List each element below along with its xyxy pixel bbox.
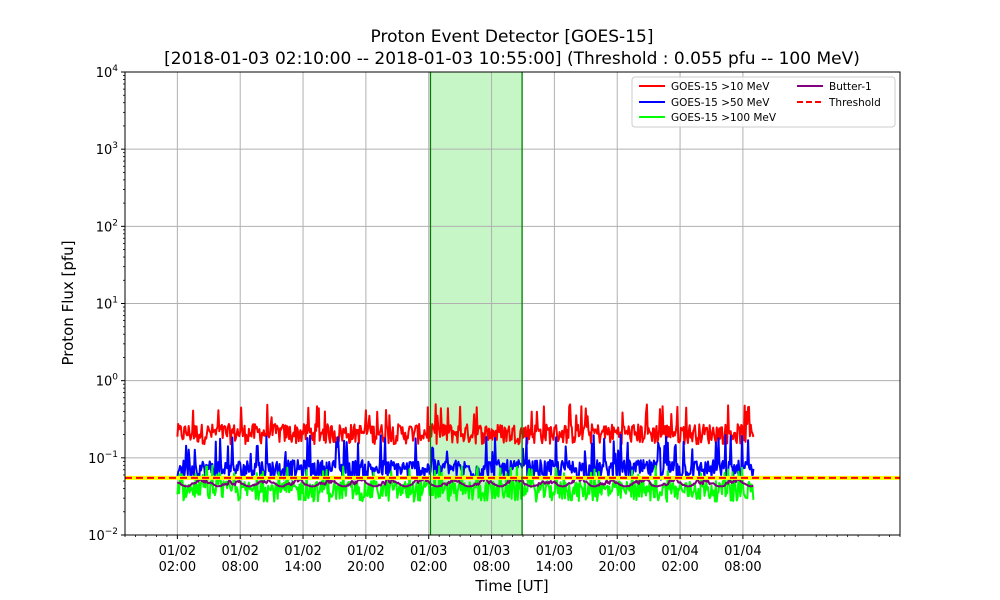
- x-tick-label: 01/02 02:00: [159, 544, 196, 575]
- series-layer: [176, 403, 755, 503]
- x-tick-label: 01/02 20:00: [347, 544, 384, 575]
- x-tick-label-line: 01/03: [598, 544, 635, 559]
- x-tick-label-line: 01/02: [284, 544, 321, 559]
- y-tick-label: 10−2: [88, 527, 118, 544]
- x-tick-label-line: 01/03: [536, 544, 573, 559]
- y-tick-label: 101: [96, 296, 118, 313]
- x-tick-label-line: 08:00: [221, 560, 258, 575]
- x-tick-label: 01/03 08:00: [473, 544, 510, 575]
- legend-label: Threshold: [828, 97, 881, 109]
- threshold-layer: [125, 72, 900, 535]
- y-tick-label: 103: [96, 141, 118, 158]
- y-tick-base: 10: [88, 529, 105, 544]
- x-tick-label-line: 02:00: [159, 560, 196, 575]
- series-line: [176, 403, 755, 446]
- x-tick-label-line: 01/03: [473, 544, 510, 559]
- legend-label: Butter-1: [829, 81, 872, 93]
- y-tick-base: 10: [96, 375, 113, 390]
- x-tick-label: 01/04 02:00: [661, 544, 698, 575]
- x-tick-label-line: 01/03: [410, 544, 447, 559]
- x-tick-label: 01/03 02:00: [410, 544, 447, 575]
- series-line: [176, 433, 755, 481]
- y-tick-base: 10: [96, 220, 113, 235]
- y-tick-label: 100: [96, 373, 119, 390]
- x-tick-label: 01/03 14:00: [536, 544, 573, 575]
- x-tick-label-line: 20:00: [347, 560, 384, 575]
- chart-title: Proton Event Detector [GOES-15]: [371, 27, 654, 47]
- x-tick-label: 01/03 20:00: [598, 544, 635, 575]
- x-tick-label-line: 01/02: [159, 544, 196, 559]
- y-tick-exponent: −1: [105, 450, 118, 460]
- legend-label: GOES-15 >100 MeV: [671, 112, 777, 124]
- x-tick-label-line: 01/04: [724, 544, 761, 559]
- x-tick-label: 01/02 08:00: [221, 544, 258, 575]
- x-tick-label-line: 02:00: [661, 560, 698, 575]
- legend: GOES-15 >10 MeV GOES-15 >50 MeV GOES-15 >1…: [631, 76, 896, 128]
- y-tick-base: 10: [96, 143, 113, 158]
- x-tick-label: 01/02 14:00: [284, 544, 321, 575]
- series-line: [176, 476, 754, 488]
- x-tick-label-line: 01/02: [221, 544, 258, 559]
- y-tick-exponent: 1: [112, 296, 118, 306]
- x-tick-label-line: 08:00: [724, 560, 761, 575]
- x-tick-label-line: 01/04: [661, 544, 698, 559]
- x-tick-label-line: 20:00: [598, 560, 635, 575]
- y-tick-label: 104: [96, 64, 119, 81]
- y-tick-base: 10: [96, 66, 113, 81]
- x-tick-label-line: 14:00: [536, 560, 573, 575]
- legend-box: [631, 76, 896, 128]
- y-tick-label: 102: [96, 218, 118, 235]
- x-tick-label-line: 14:00: [284, 560, 321, 575]
- y-tick-exponent: 0: [112, 373, 118, 383]
- chart-subtitle: [2018-01-03 02:10:00 -- 2018-01-03 10:55…: [164, 49, 860, 69]
- y-tick-base: 10: [88, 452, 105, 467]
- y-tick-exponent: 3: [112, 141, 118, 151]
- legend-label: GOES-15 >50 MeV: [671, 97, 770, 109]
- x-tick-label-line: 08:00: [473, 560, 510, 575]
- y-tick-base: 10: [96, 298, 113, 313]
- legend-label: GOES-15 >10 MeV: [671, 81, 770, 93]
- y-tick-exponent: −2: [105, 527, 118, 537]
- x-tick-label: 01/04 08:00: [724, 544, 761, 575]
- y-tick-exponent: 4: [112, 64, 118, 74]
- series-line: [176, 464, 755, 503]
- x-tick-label-line: 02:00: [410, 560, 447, 575]
- x-tick-label-line: 01/02: [347, 544, 384, 559]
- y-axis-label: Proton Flux [pfu]: [59, 240, 77, 365]
- y-tick-exponent: 2: [112, 218, 118, 228]
- y-tick-label: 10−1: [88, 450, 118, 467]
- x-axis-label: Time [UT]: [474, 577, 548, 595]
